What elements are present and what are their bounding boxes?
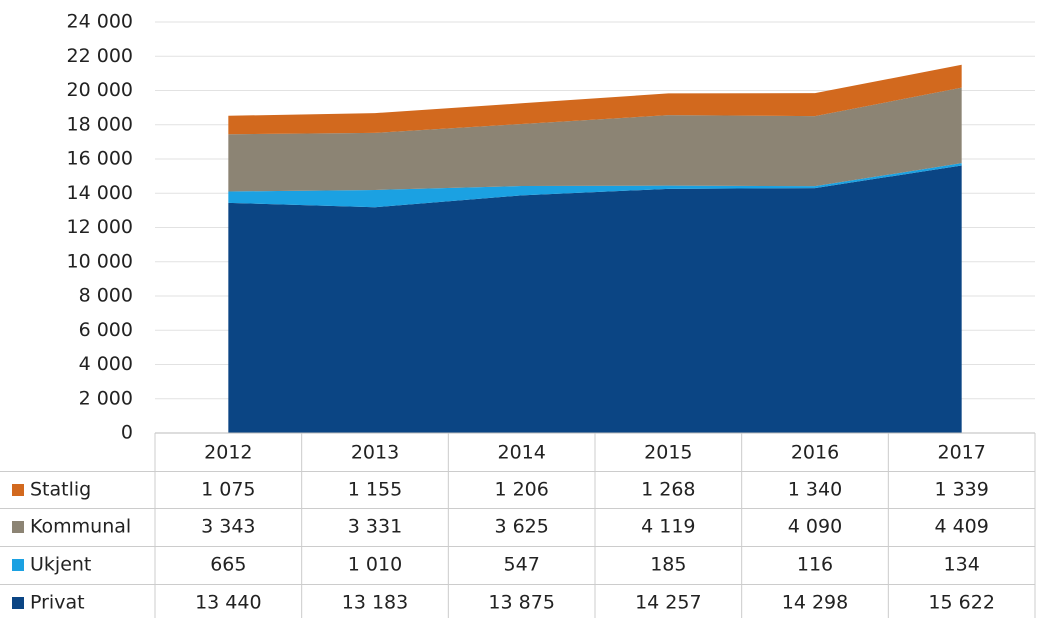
y-tick-label: 14 000 <box>67 182 133 204</box>
area <box>228 165 962 433</box>
legend-swatch <box>12 521 24 533</box>
y-tick-label: 24 000 <box>67 11 133 33</box>
table-value: 4 119 <box>641 516 695 538</box>
y-tick-label: 18 000 <box>67 113 133 135</box>
area <box>228 64 962 135</box>
legend-swatch <box>12 597 24 609</box>
table-value: 1 268 <box>641 479 695 501</box>
x-tick-label: 2015 <box>644 442 692 464</box>
y-tick-label: 20 000 <box>67 79 133 101</box>
x-tick-label: 2014 <box>497 442 545 464</box>
table-value: 4 409 <box>934 516 988 538</box>
area <box>228 87 962 192</box>
table-value: 547 <box>504 554 540 576</box>
table-value: 14 257 <box>635 592 701 614</box>
y-tick-label: 12 000 <box>67 216 133 238</box>
area <box>228 163 962 208</box>
legend-label: Statlig <box>30 479 91 501</box>
table-value: 1 010 <box>348 554 402 576</box>
table-value: 1 206 <box>494 479 548 501</box>
table-value: 116 <box>797 554 833 576</box>
table-value: 13 183 <box>342 592 408 614</box>
table-value: 134 <box>944 554 980 576</box>
table-value: 1 340 <box>788 479 842 501</box>
x-tick-label: 2012 <box>204 442 252 464</box>
y-tick-label: 16 000 <box>67 148 133 170</box>
legend-swatch <box>12 559 24 571</box>
table-value: 185 <box>650 554 686 576</box>
x-tick-label: 2016 <box>791 442 839 464</box>
y-tick-label: 8 000 <box>79 285 133 307</box>
y-tick-label: 4 000 <box>79 353 133 375</box>
y-tick-label: 10 000 <box>67 250 133 272</box>
table-value: 13 440 <box>195 592 261 614</box>
y-tick-label: 6 000 <box>79 319 133 341</box>
y-tick-label: 2 000 <box>79 387 133 409</box>
legend-label: Kommunal <box>30 516 131 538</box>
table-value: 3 343 <box>201 516 255 538</box>
table-value: 15 622 <box>928 592 994 614</box>
x-tick-label: 2017 <box>937 442 985 464</box>
legend-label: Privat <box>30 592 85 614</box>
table-value: 3 625 <box>494 516 548 538</box>
table-value: 1 339 <box>934 479 988 501</box>
y-tick-label: 22 000 <box>67 45 133 67</box>
table-value: 665 <box>210 554 246 576</box>
table-value: 13 875 <box>488 592 554 614</box>
y-tick-label: 0 <box>121 422 133 444</box>
legend-swatch <box>12 484 24 496</box>
table-value: 1 155 <box>348 479 402 501</box>
table-value: 4 090 <box>788 516 842 538</box>
table-value: 3 331 <box>348 516 402 538</box>
table-value: 1 075 <box>201 479 255 501</box>
x-tick-label: 2013 <box>351 442 399 464</box>
legend-label: Ukjent <box>30 554 91 576</box>
table-value: 14 298 <box>782 592 848 614</box>
